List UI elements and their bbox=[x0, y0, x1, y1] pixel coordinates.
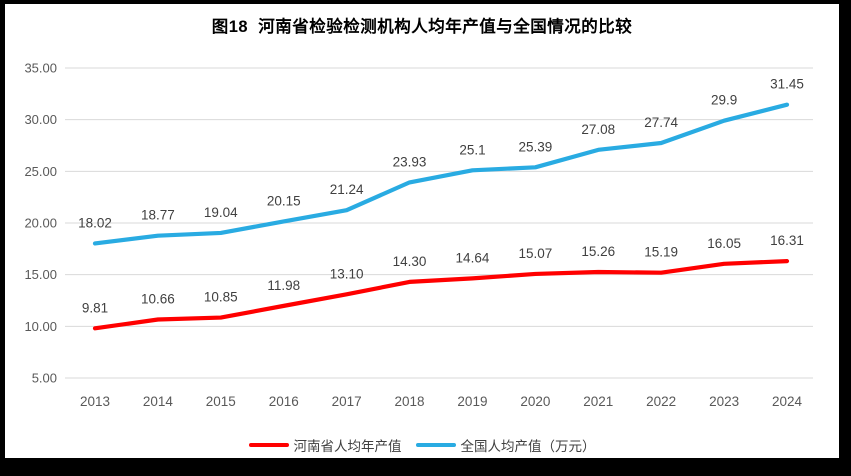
legend-label-national: 全国人均产值（万元） bbox=[460, 439, 596, 454]
y-tick-label: 35.00 bbox=[24, 61, 57, 76]
y-tick-label: 20.00 bbox=[24, 216, 57, 231]
chart-area: 图18 河南省检验检测机构人均年产值与全国情况的比较 5.00 10.00 15.0… bbox=[5, 4, 839, 458]
national-line-swatch bbox=[415, 443, 456, 447]
chart-legend: 河南省人均年产值 全国人均产值（万元） bbox=[5, 434, 839, 456]
x-tick-label: 2015 bbox=[206, 394, 236, 409]
data-label: 13.10 bbox=[330, 266, 364, 281]
data-label: 31.45 bbox=[770, 77, 804, 92]
y-tick-label: 10.00 bbox=[24, 319, 57, 334]
data-label: 15.26 bbox=[581, 244, 615, 259]
y-tick-label: 5.00 bbox=[32, 371, 57, 386]
legend-label-henan: 河南省人均年产值 bbox=[293, 439, 402, 454]
data-label: 9.81 bbox=[82, 300, 108, 315]
data-label: 18.02 bbox=[78, 215, 112, 230]
y-tick-label: 15.00 bbox=[24, 267, 57, 282]
x-tick-label: 2019 bbox=[457, 394, 487, 409]
series-line-0 bbox=[92, 259, 790, 331]
data-label: 15.07 bbox=[518, 246, 552, 261]
x-tick-label: 2020 bbox=[520, 394, 550, 409]
data-label: 18.77 bbox=[141, 208, 175, 223]
data-label: 25.1 bbox=[459, 142, 485, 157]
data-label: 10.66 bbox=[141, 292, 175, 307]
x-tick-label: 2024 bbox=[772, 394, 803, 409]
x-tick-label: 2013 bbox=[80, 394, 110, 409]
data-label: 14.64 bbox=[456, 250, 490, 265]
data-label: 25.39 bbox=[518, 139, 552, 154]
data-label: 21.24 bbox=[330, 182, 364, 197]
y-tick-label: 25.00 bbox=[24, 164, 57, 179]
x-tick-label: 2014 bbox=[143, 394, 174, 409]
data-label: 15.19 bbox=[644, 245, 678, 260]
data-label: 19.04 bbox=[204, 205, 238, 220]
x-tick-label: 2018 bbox=[395, 394, 425, 409]
x-tick-label: 2021 bbox=[583, 394, 613, 409]
data-label: 27.08 bbox=[581, 122, 615, 137]
legend-item-national: 全国人均产值（万元） bbox=[415, 435, 596, 455]
y-tick-label: 30.00 bbox=[24, 112, 57, 127]
data-label: 16.05 bbox=[707, 236, 741, 251]
henan-line-swatch bbox=[248, 443, 289, 447]
x-tick-label: 2016 bbox=[269, 394, 299, 409]
x-tick-label: 2023 bbox=[709, 394, 739, 409]
data-label: 27.74 bbox=[644, 115, 678, 130]
chart-title: 图18 河南省检验检测机构人均年产值与全国情况的比较 bbox=[211, 18, 633, 36]
line-chart: 5.00 10.00 15.00 20.00 25.00 30.00 35.00 2013 20… bbox=[24, 61, 813, 409]
data-label: 23.93 bbox=[393, 154, 427, 169]
series-line-1 bbox=[92, 102, 790, 246]
x-tick-label: 2022 bbox=[646, 394, 676, 409]
data-label: 11.98 bbox=[267, 278, 300, 293]
data-label: 16.31 bbox=[770, 233, 804, 248]
data-label: 29.9 bbox=[711, 93, 737, 108]
legend-item-henan: 河南省人均年产值 bbox=[248, 435, 402, 455]
data-label: 10.85 bbox=[204, 290, 238, 305]
data-label: 14.30 bbox=[393, 254, 427, 269]
data-label: 20.15 bbox=[267, 193, 301, 208]
x-tick-label: 2017 bbox=[332, 394, 362, 409]
